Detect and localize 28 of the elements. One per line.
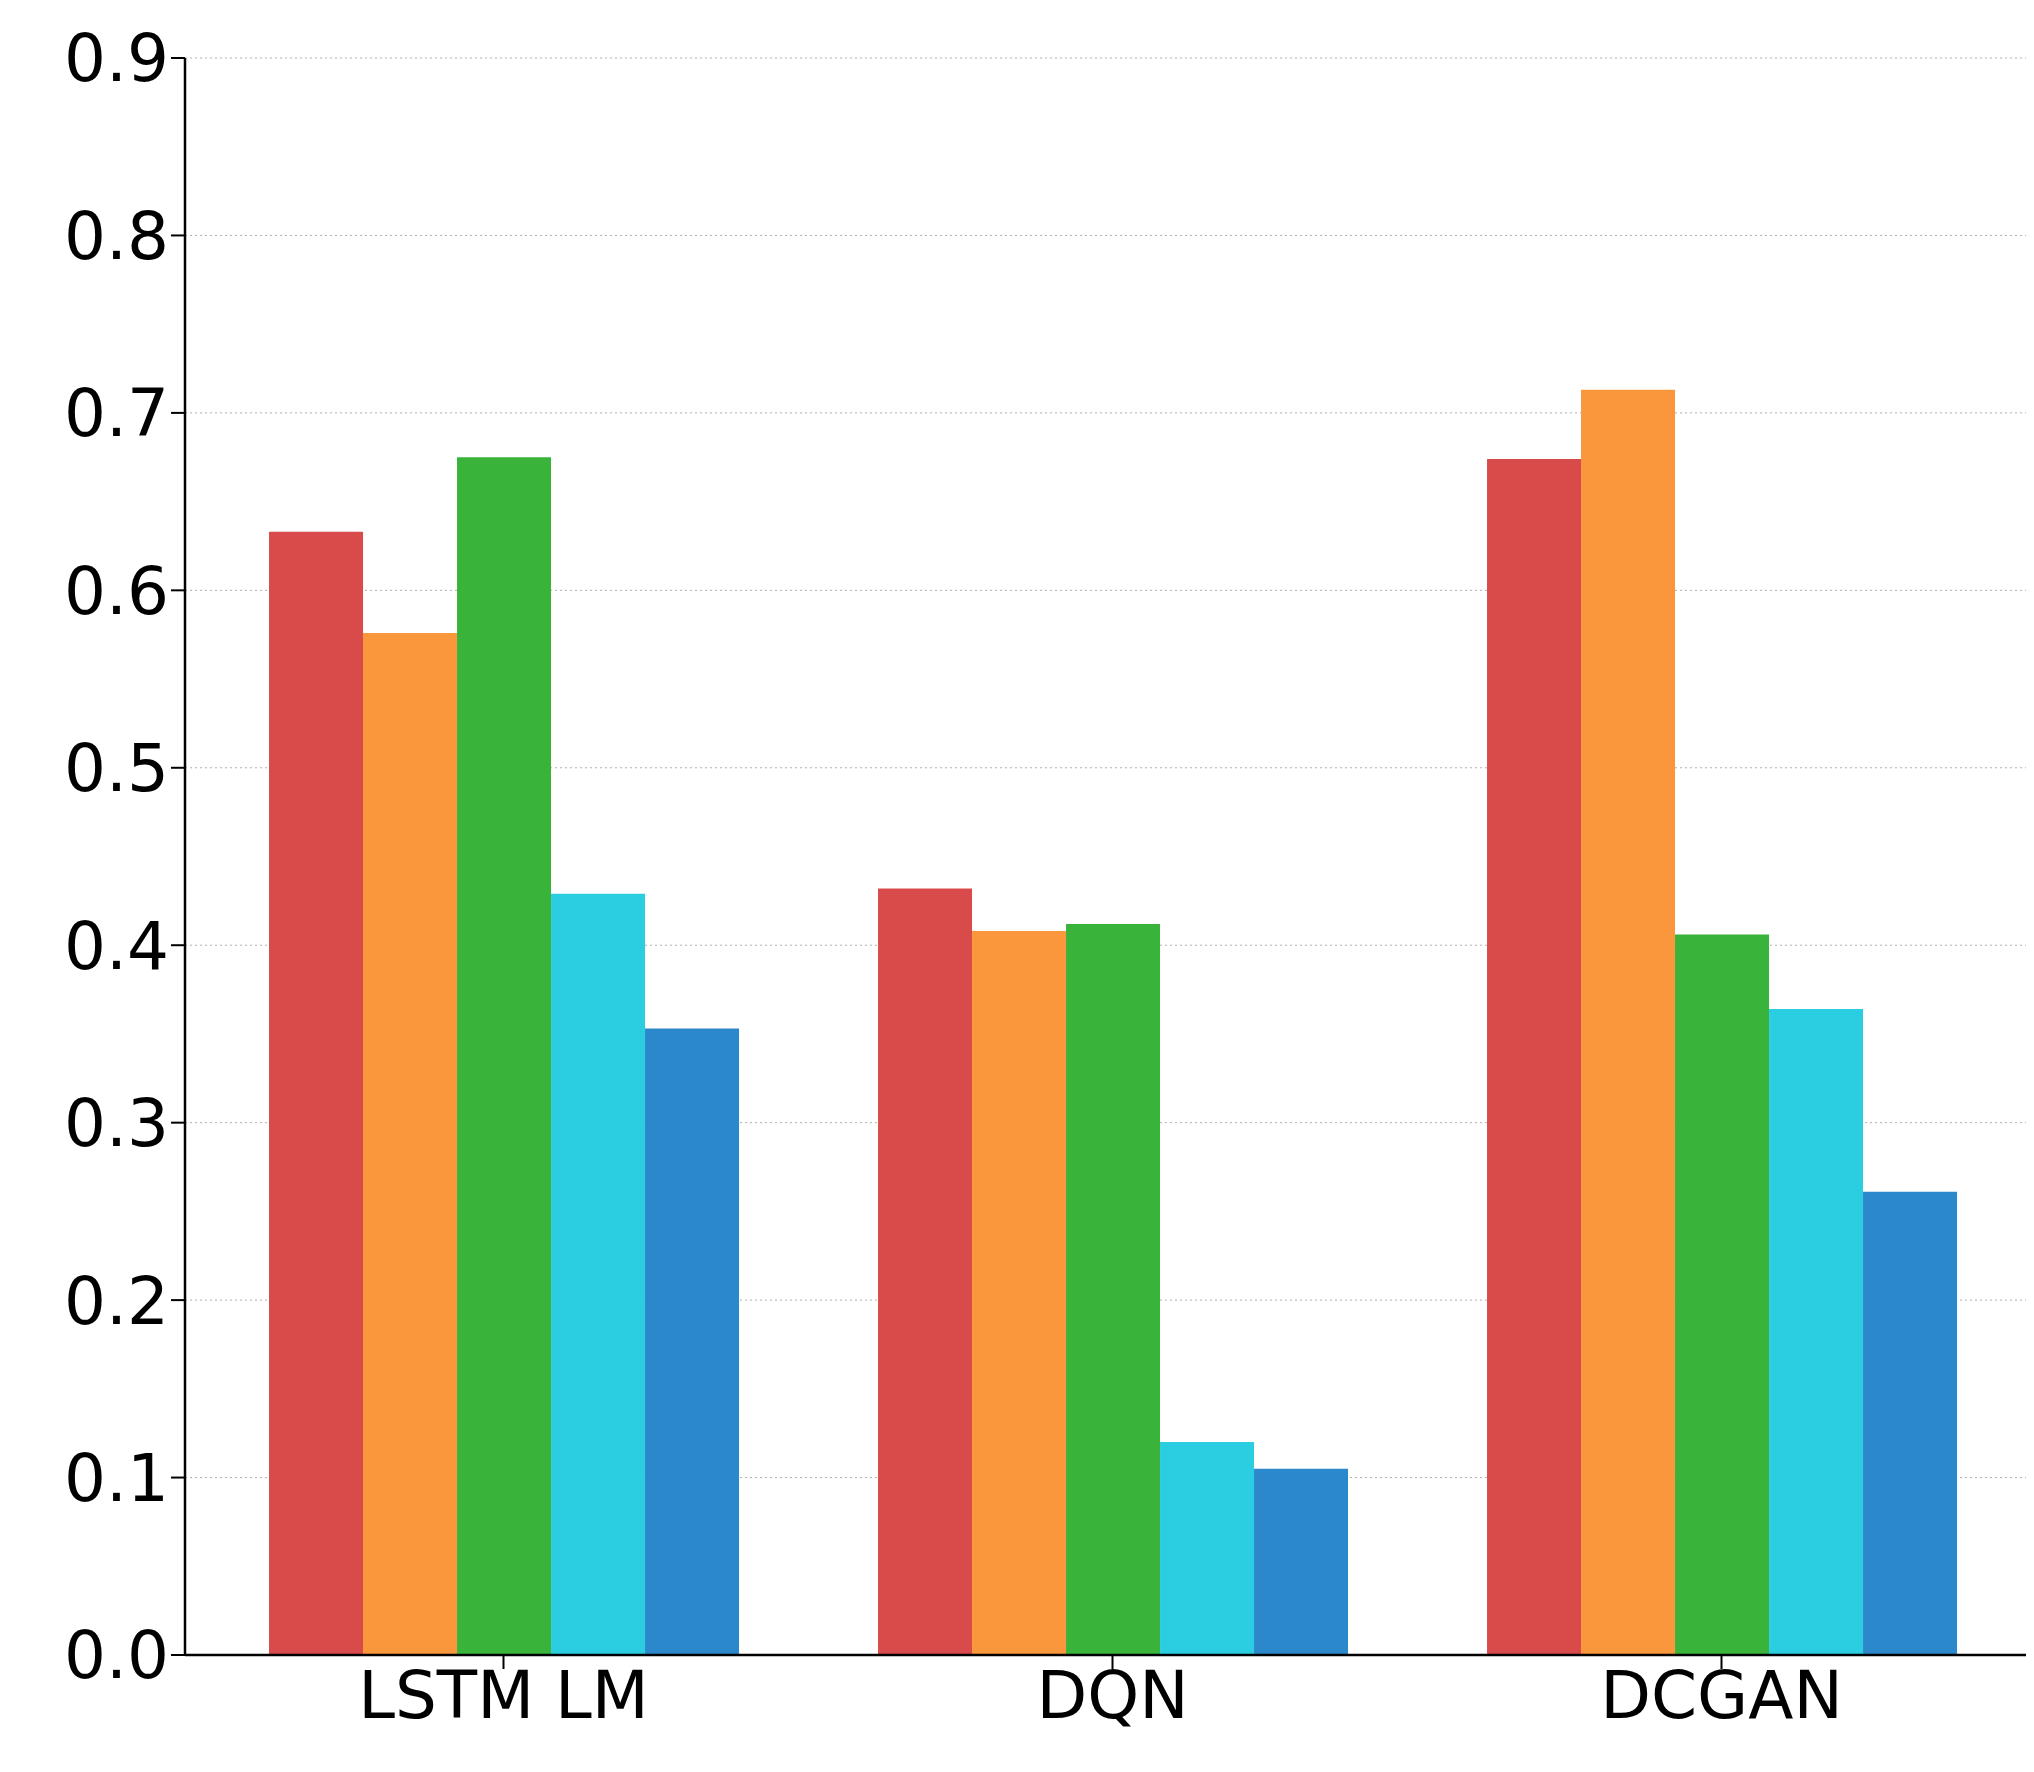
- bar: [1066, 923, 1161, 1655]
- x-tick-label: DQN: [1036, 1656, 1189, 1734]
- y-tick-label: 0.0: [64, 1617, 169, 1695]
- bar: [551, 893, 646, 1655]
- bar: [878, 888, 973, 1655]
- bar: [1160, 1442, 1255, 1655]
- y-tick-label: 0.6: [64, 552, 169, 630]
- y-tick-label: 0.5: [64, 730, 169, 808]
- y-tick-label: 0.8: [64, 197, 169, 275]
- y-tick-label: 0.9: [64, 20, 169, 98]
- y-tick-label: 0.7: [64, 375, 169, 453]
- bar: [1254, 1468, 1349, 1655]
- x-tick-label: LSTM LM: [358, 1656, 649, 1734]
- bar: [363, 632, 458, 1655]
- bar: [972, 931, 1067, 1655]
- bar: [645, 1028, 740, 1655]
- y-tick-label: 0.4: [64, 907, 169, 985]
- x-tick-label: DCGAN: [1600, 1656, 1843, 1734]
- bar: [457, 457, 552, 1655]
- y-tick-label: 0.2: [64, 1262, 169, 1340]
- bar: [1863, 1191, 1958, 1655]
- bar: [1581, 389, 1676, 1655]
- y-tick-label: 0.3: [64, 1085, 169, 1163]
- bar: [1675, 934, 1770, 1655]
- y-tick-label: 0.1: [64, 1439, 169, 1517]
- bar: [1769, 1009, 1864, 1655]
- bar: [1487, 459, 1582, 1655]
- bar: [269, 531, 364, 1655]
